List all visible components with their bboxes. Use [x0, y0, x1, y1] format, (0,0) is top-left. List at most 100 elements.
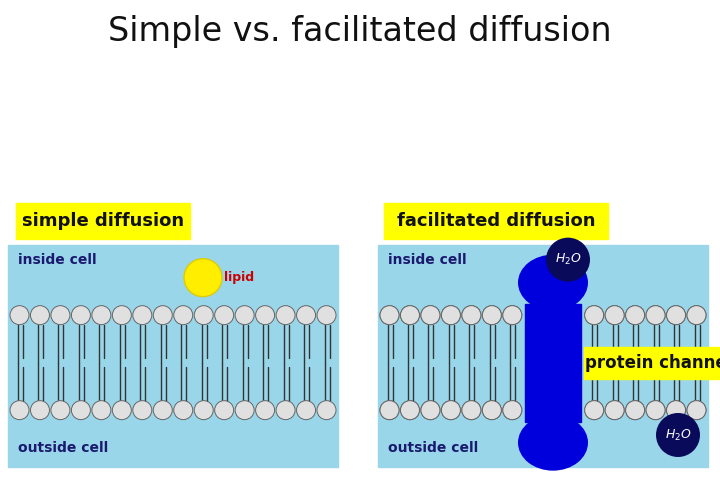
- Circle shape: [256, 401, 274, 419]
- Circle shape: [400, 306, 420, 325]
- Circle shape: [400, 306, 420, 325]
- Circle shape: [30, 401, 50, 419]
- Circle shape: [380, 401, 399, 419]
- FancyBboxPatch shape: [16, 203, 190, 239]
- Circle shape: [503, 401, 522, 419]
- Circle shape: [153, 401, 172, 419]
- Circle shape: [297, 306, 315, 325]
- Circle shape: [71, 401, 91, 419]
- Circle shape: [194, 401, 213, 419]
- Circle shape: [687, 306, 706, 325]
- Circle shape: [235, 306, 254, 325]
- Circle shape: [546, 238, 590, 282]
- Circle shape: [51, 401, 70, 419]
- Circle shape: [112, 306, 131, 325]
- Circle shape: [646, 401, 665, 419]
- Circle shape: [667, 401, 685, 419]
- Text: $H_2O$: $H_2O$: [554, 252, 581, 267]
- Circle shape: [276, 401, 295, 419]
- Text: outside cell: outside cell: [388, 441, 478, 455]
- Circle shape: [585, 401, 603, 419]
- Circle shape: [421, 401, 440, 419]
- Circle shape: [71, 306, 91, 325]
- Circle shape: [482, 306, 501, 325]
- FancyBboxPatch shape: [525, 304, 581, 421]
- Circle shape: [92, 306, 111, 325]
- Circle shape: [174, 306, 193, 325]
- Circle shape: [235, 401, 254, 419]
- Text: protein channel: protein channel: [585, 354, 720, 372]
- Circle shape: [297, 401, 315, 419]
- Circle shape: [317, 401, 336, 419]
- Circle shape: [585, 401, 603, 419]
- Circle shape: [646, 401, 665, 419]
- Circle shape: [646, 306, 665, 325]
- Circle shape: [400, 401, 420, 419]
- Circle shape: [400, 401, 420, 419]
- Circle shape: [51, 306, 70, 325]
- Circle shape: [441, 306, 460, 325]
- Circle shape: [687, 401, 706, 419]
- Text: inside cell: inside cell: [388, 253, 467, 267]
- Circle shape: [153, 306, 172, 325]
- Circle shape: [441, 306, 460, 325]
- Circle shape: [10, 306, 29, 325]
- Circle shape: [687, 401, 706, 419]
- Circle shape: [646, 306, 665, 325]
- Circle shape: [132, 306, 152, 325]
- Text: simple diffusion: simple diffusion: [22, 212, 184, 230]
- Circle shape: [462, 306, 481, 325]
- Circle shape: [585, 306, 603, 325]
- Circle shape: [215, 306, 234, 325]
- Circle shape: [482, 306, 501, 325]
- Circle shape: [482, 401, 501, 419]
- FancyBboxPatch shape: [378, 245, 708, 467]
- Circle shape: [421, 306, 440, 325]
- Circle shape: [667, 306, 685, 325]
- Text: $H_2O$: $H_2O$: [665, 427, 691, 442]
- FancyBboxPatch shape: [384, 203, 608, 239]
- Circle shape: [441, 401, 460, 419]
- Circle shape: [656, 413, 700, 457]
- Text: outside cell: outside cell: [18, 441, 108, 455]
- Circle shape: [462, 306, 481, 325]
- Text: inside cell: inside cell: [18, 253, 96, 267]
- Circle shape: [30, 306, 50, 325]
- Circle shape: [380, 401, 399, 419]
- Circle shape: [132, 401, 152, 419]
- Circle shape: [605, 401, 624, 419]
- Circle shape: [482, 401, 501, 419]
- Circle shape: [10, 401, 29, 419]
- Circle shape: [174, 401, 193, 419]
- Circle shape: [605, 401, 624, 419]
- Circle shape: [462, 401, 481, 419]
- Circle shape: [605, 306, 624, 325]
- Circle shape: [421, 306, 440, 325]
- Circle shape: [184, 258, 222, 297]
- Circle shape: [92, 401, 111, 419]
- Circle shape: [112, 401, 131, 419]
- Circle shape: [503, 306, 522, 325]
- Circle shape: [667, 401, 685, 419]
- Circle shape: [276, 306, 295, 325]
- Circle shape: [503, 306, 522, 325]
- Circle shape: [194, 306, 213, 325]
- Circle shape: [605, 306, 624, 325]
- Circle shape: [256, 306, 274, 325]
- Ellipse shape: [518, 254, 588, 311]
- Circle shape: [441, 401, 460, 419]
- Circle shape: [317, 306, 336, 325]
- Circle shape: [687, 306, 706, 325]
- FancyBboxPatch shape: [8, 245, 338, 467]
- Text: facilitated diffusion: facilitated diffusion: [397, 212, 595, 230]
- Circle shape: [380, 306, 399, 325]
- Circle shape: [462, 401, 481, 419]
- Circle shape: [626, 401, 644, 419]
- Circle shape: [503, 401, 522, 419]
- Circle shape: [421, 401, 440, 419]
- Circle shape: [626, 401, 644, 419]
- Circle shape: [215, 401, 234, 419]
- Circle shape: [585, 306, 603, 325]
- FancyBboxPatch shape: [584, 347, 720, 379]
- Circle shape: [667, 306, 685, 325]
